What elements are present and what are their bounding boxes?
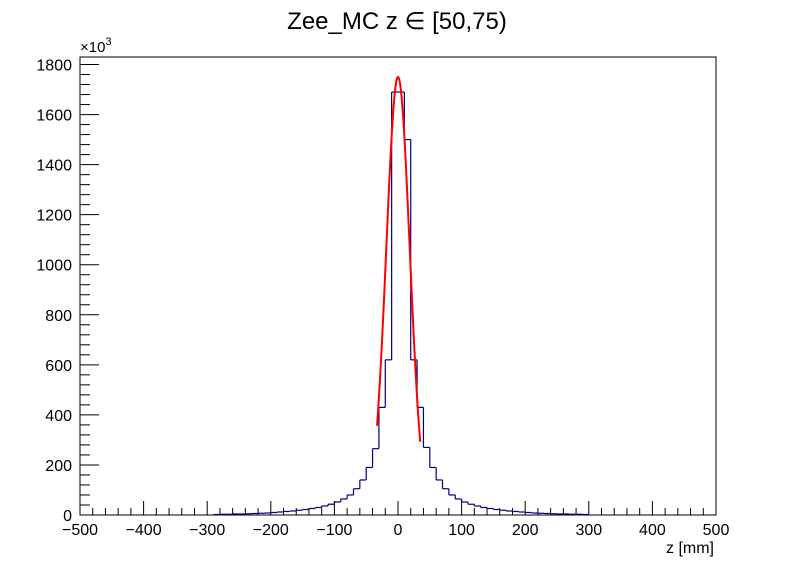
y-axis: 0 200 400 600 800 1000 1200 1400 1600 1800 xyxy=(36,58,99,525)
x-tick-label: 200 xyxy=(512,522,539,539)
x-axis-label: z [mm] xyxy=(666,540,714,557)
fit-curve xyxy=(376,75,422,442)
y-multiplier-base: ×10 xyxy=(80,39,105,56)
y-multiplier-label: ×103 xyxy=(80,36,112,56)
chart-title: Zee_MC z ∈ [50,75) xyxy=(287,8,507,35)
x-tick-label: 300 xyxy=(575,522,602,539)
x-tick-label: −400 xyxy=(126,522,162,539)
x-tick-label: −300 xyxy=(189,522,225,539)
y-tick-label: 600 xyxy=(45,358,72,375)
y-tick-label: 800 xyxy=(45,308,72,325)
x-tick-label: −100 xyxy=(316,522,352,539)
x-axis: −500 −400 −300 −200 −100 0 100 200 300 400 500 xyxy=(62,501,729,539)
x-tick-label: 500 xyxy=(703,522,730,539)
y-tick-label: 0 xyxy=(63,508,72,525)
y-tick-label: 400 xyxy=(45,408,72,425)
y-tick-label: 1000 xyxy=(36,258,72,275)
x-tick-label: 0 xyxy=(394,522,403,539)
x-tick-label: −200 xyxy=(253,522,289,539)
y-tick-label: 1800 xyxy=(36,58,72,75)
x-tick-label: −500 xyxy=(62,522,98,539)
y-tick-label: 1200 xyxy=(36,208,72,225)
y-multiplier-exponent: 3 xyxy=(105,36,111,48)
x-tick-label: 100 xyxy=(448,522,475,539)
y-tick-label: 1400 xyxy=(36,158,72,175)
x-tick-label: 400 xyxy=(639,522,666,539)
y-tick-label: 200 xyxy=(45,458,72,475)
y-tick-label: 1600 xyxy=(36,108,72,125)
fit-curve-layer xyxy=(376,75,422,442)
